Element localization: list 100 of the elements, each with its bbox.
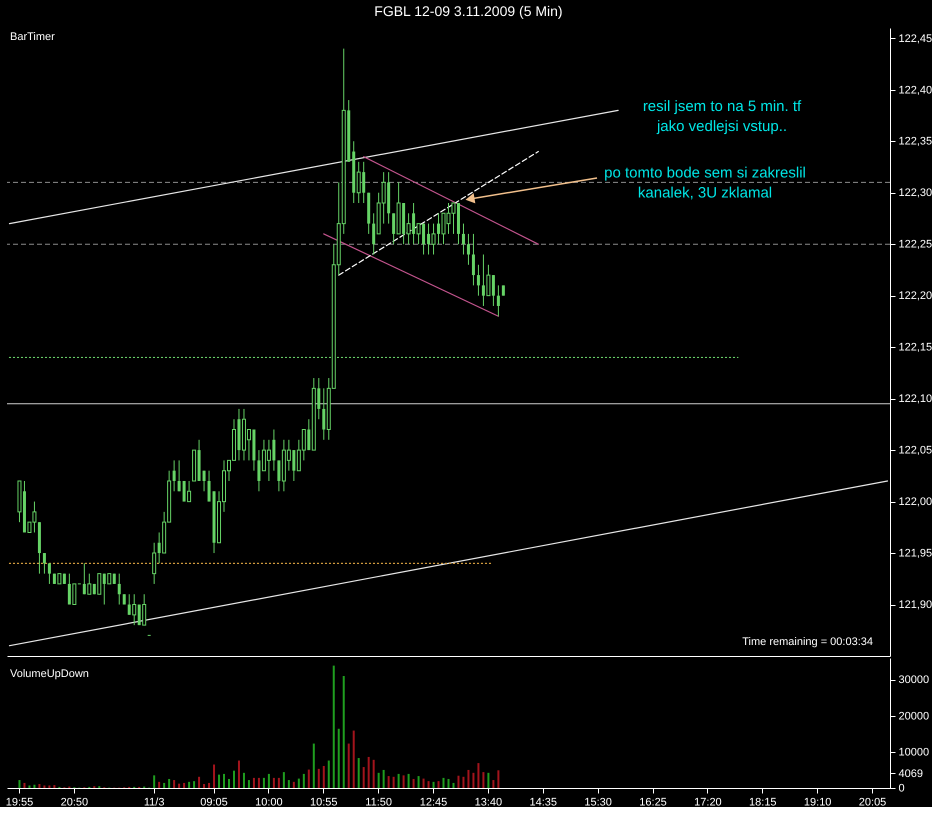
- bar: [398, 774, 400, 788]
- y-tick-label: 121,95: [898, 548, 932, 560]
- bar: [288, 780, 290, 788]
- bar: [252, 778, 255, 788]
- bar: [318, 768, 320, 788]
- candlestick: [202, 470, 206, 492]
- candlestick: [476, 264, 480, 296]
- bar: [188, 782, 190, 788]
- bar: [223, 774, 226, 788]
- bar: [452, 782, 454, 788]
- x-tick-label: 16:25: [639, 796, 667, 808]
- bar: [352, 730, 355, 788]
- bar: [198, 776, 200, 788]
- bar: [438, 781, 440, 788]
- bar: [467, 770, 470, 788]
- annotation: resil jsem to na 5 min. tf jako vedlejsi vstup..: [642, 98, 802, 135]
- bar: [392, 776, 395, 788]
- annotation: po tomto bode sem si zakreslil kanalek, 3U zklamal: [604, 164, 806, 202]
- candlestick: [208, 470, 211, 502]
- x-tick-label: 15:30: [584, 796, 612, 808]
- x-tick-label: 11:50: [365, 796, 392, 808]
- x-tick-label: 10:55: [310, 796, 338, 808]
- bar: [442, 778, 445, 788]
- bar: [33, 784, 36, 788]
- bar: [342, 676, 345, 788]
- y-tick-label: 122,10: [898, 393, 932, 406]
- bar: [48, 785, 50, 788]
- x-tick-label: 19:10: [804, 796, 832, 808]
- bar: [178, 784, 180, 788]
- x-tick-label: 13:40: [474, 796, 502, 808]
- y-tick-label: 0: [898, 782, 905, 794]
- bar: [238, 760, 240, 788]
- y-tick-label: 122,00: [898, 496, 932, 508]
- bar: [203, 784, 206, 788]
- bar: [328, 760, 330, 788]
- candlestick: [152, 542, 156, 584]
- bar: [163, 782, 166, 788]
- y-tick-label: 122,40: [898, 84, 932, 96]
- bar: [282, 772, 285, 788]
- y-tick-label: 30000: [898, 674, 930, 686]
- bar: [308, 770, 310, 788]
- x-tick-label: 19:55: [6, 796, 34, 808]
- bar: [428, 781, 430, 788]
- bar: [422, 778, 425, 788]
- bar: [158, 782, 160, 788]
- y-tick-label: 122,15: [898, 342, 932, 354]
- bar: [298, 778, 300, 788]
- x-tick-label: 20:50: [60, 796, 88, 808]
- bar: [168, 778, 170, 788]
- bar: [487, 772, 490, 788]
- bar: [388, 776, 390, 788]
- bar: [482, 772, 484, 788]
- bar: [258, 778, 260, 788]
- y-tick-label: 122,45: [898, 32, 932, 45]
- bar: [472, 772, 474, 788]
- bar: [262, 778, 265, 788]
- bar: [228, 778, 230, 788]
- bar: [292, 782, 295, 788]
- bar: [278, 778, 280, 788]
- bar: [53, 785, 56, 788]
- bar: [457, 776, 460, 788]
- bar: [402, 775, 405, 788]
- y-tick-label: 122,30: [898, 187, 932, 200]
- bar: [272, 778, 275, 788]
- bar: [492, 780, 494, 788]
- bar: [173, 780, 176, 788]
- x-tick-label: 10:00: [255, 796, 283, 808]
- bar: [242, 772, 245, 788]
- bar: [348, 744, 350, 788]
- x-tick-label: 18:15: [749, 796, 777, 808]
- bar: [382, 770, 385, 788]
- x-tick-label: 09:05: [200, 796, 228, 808]
- candlestick: [48, 562, 51, 584]
- annotation: BarTimer: [10, 31, 56, 43]
- y-tick-label: 122,25: [898, 238, 932, 251]
- chart-title: FGBL 12-09 3.11.2009 (5 Min): [374, 3, 563, 19]
- bar: [213, 764, 216, 788]
- bar: [38, 784, 40, 788]
- bar: [218, 774, 220, 788]
- x-tick-label: 12:45: [420, 796, 448, 808]
- candlestick: [462, 223, 465, 255]
- y-tick-label: 122,35: [898, 136, 932, 148]
- bar: [332, 666, 335, 788]
- bar: [23, 782, 26, 788]
- bar: [408, 774, 410, 788]
- bar: [358, 758, 360, 788]
- x-tick-label: 11/3: [144, 796, 164, 808]
- bar: [183, 782, 186, 788]
- y-tick-label: 10000: [898, 746, 930, 758]
- bar: [448, 778, 450, 788]
- bar: [322, 766, 325, 788]
- bar: [362, 767, 365, 788]
- bar: [153, 775, 156, 788]
- x-tick-label: 20:05: [858, 796, 886, 808]
- bar: [312, 744, 315, 788]
- candlestick: [496, 284, 500, 317]
- bar: [378, 772, 380, 788]
- y-tick-label: 20000: [898, 710, 930, 722]
- x-tick-label: 17:20: [694, 796, 722, 808]
- y-tick-label: 121,90: [898, 599, 932, 612]
